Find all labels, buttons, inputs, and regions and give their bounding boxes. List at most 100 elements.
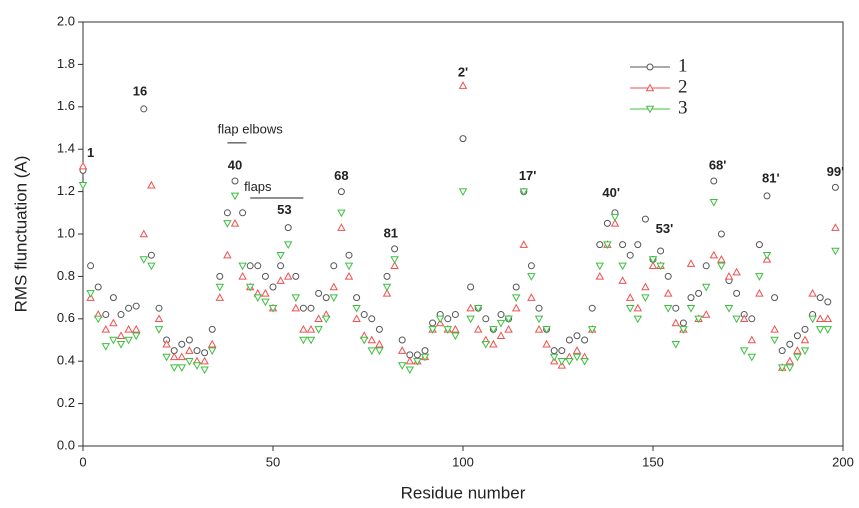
- point: [337, 223, 346, 231]
- point: [101, 324, 111, 333]
- point: [610, 213, 620, 222]
- point: [724, 271, 734, 280]
- point: [496, 331, 506, 339]
- point: [618, 276, 627, 284]
- point: [269, 283, 277, 291]
- annotation: 40': [602, 185, 620, 200]
- point: [435, 315, 445, 324]
- point: [390, 256, 399, 264]
- point: [360, 311, 368, 319]
- point: [747, 353, 757, 362]
- point: [618, 262, 627, 271]
- point: [527, 293, 536, 301]
- point: [344, 271, 354, 280]
- point: [238, 271, 247, 280]
- point: [815, 326, 825, 334]
- point: [155, 304, 163, 312]
- point: [86, 290, 95, 298]
- point: [185, 336, 193, 344]
- point: [87, 262, 95, 270]
- point: [116, 331, 126, 339]
- point: [739, 314, 749, 323]
- point: [458, 81, 468, 89]
- point: [147, 180, 156, 189]
- point: [368, 315, 376, 323]
- point: [701, 283, 711, 292]
- point: [397, 362, 407, 370]
- point: [125, 304, 133, 312]
- point: [489, 326, 498, 334]
- point: [299, 336, 308, 345]
- point: [268, 304, 278, 313]
- point: [223, 250, 232, 259]
- point: [337, 188, 345, 196]
- x-axis-title: Residue number: [401, 483, 526, 502]
- point: [345, 251, 353, 259]
- point: [489, 339, 498, 348]
- point: [686, 304, 696, 313]
- point: [254, 262, 262, 270]
- point: [504, 315, 513, 324]
- point: [382, 288, 392, 297]
- point: [162, 353, 171, 362]
- point: [603, 241, 612, 250]
- point: [580, 357, 589, 366]
- annotation: 68: [334, 168, 348, 183]
- point: [466, 303, 475, 312]
- point: [375, 325, 383, 333]
- point: [657, 247, 665, 255]
- annotation: 16: [133, 83, 147, 98]
- point: [587, 326, 597, 334]
- point: [131, 324, 141, 333]
- point: [581, 336, 589, 344]
- point: [786, 340, 794, 348]
- point: [777, 364, 787, 372]
- point: [283, 241, 293, 250]
- point: [519, 188, 529, 197]
- point: [824, 298, 832, 306]
- point: [595, 262, 605, 271]
- point: [527, 262, 535, 270]
- point: [215, 293, 225, 301]
- point: [352, 304, 361, 313]
- annotation: 53': [656, 221, 674, 236]
- point: [382, 283, 392, 292]
- point: [102, 311, 110, 319]
- point: [261, 298, 270, 307]
- annotation: 17': [519, 168, 537, 183]
- point: [831, 247, 840, 256]
- point: [633, 315, 643, 324]
- legend-label: 1: [678, 55, 688, 76]
- x-tick-label: 200: [832, 454, 854, 469]
- point: [398, 336, 406, 344]
- point: [253, 294, 263, 303]
- point: [292, 272, 300, 280]
- point: [352, 314, 361, 323]
- point: [261, 288, 270, 297]
- point: [831, 183, 839, 191]
- point: [671, 341, 681, 349]
- point: [542, 326, 551, 334]
- annotation: 68': [709, 158, 727, 173]
- point: [717, 230, 725, 238]
- point: [596, 241, 604, 249]
- point: [223, 209, 231, 217]
- point: [200, 356, 209, 365]
- point: [367, 347, 377, 356]
- point: [185, 346, 194, 354]
- y-tick-label: 1.4: [57, 141, 75, 156]
- point: [216, 272, 224, 280]
- point: [724, 304, 734, 313]
- point: [823, 326, 833, 334]
- point: [208, 325, 216, 333]
- point: [147, 262, 156, 271]
- legend-marker: [645, 83, 655, 92]
- point: [664, 272, 672, 280]
- point: [177, 352, 187, 361]
- point: [550, 347, 558, 355]
- point: [625, 304, 635, 313]
- point: [800, 347, 810, 356]
- point: [793, 346, 802, 354]
- point: [390, 261, 399, 270]
